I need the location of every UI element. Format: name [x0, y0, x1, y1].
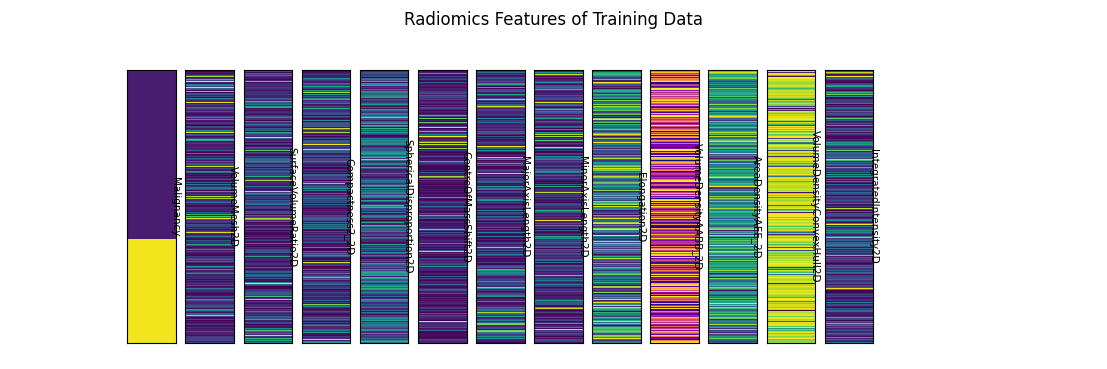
Y-axis label: AreaDensityAEE_2D: AreaDensityAEE_2D	[751, 155, 762, 259]
Y-axis label: VolumeDensityConvexHull2D: VolumeDensityConvexHull2D	[809, 130, 819, 283]
Y-axis label: SurfaceVolumeRatio2D: SurfaceVolumeRatio2D	[287, 146, 297, 267]
Y-axis label: CentreOfMassShift2D: CentreOfMassShift2D	[461, 151, 470, 263]
Y-axis label: IntegratedIntensity2D: IntegratedIntensity2D	[868, 149, 878, 264]
Y-axis label: Malignancy: Malignancy	[170, 177, 180, 236]
Text: Radiomics Features of Training Data: Radiomics Features of Training Data	[404, 11, 703, 29]
Y-axis label: SphericalDisproportion2D: SphericalDisproportion2D	[403, 139, 413, 274]
Y-axis label: VolumeDensityAABB_2D: VolumeDensityAABB_2D	[692, 143, 703, 270]
Y-axis label: MinorAxisLength2D: MinorAxisLength2D	[577, 156, 587, 258]
Y-axis label: MajorAxisLength2D: MajorAxisLength2D	[519, 156, 529, 257]
Y-axis label: Elongation2D: Elongation2D	[635, 172, 645, 242]
Y-axis label: Compactness2_2D: Compactness2_2D	[343, 158, 354, 255]
Y-axis label: VolumeMesh2D: VolumeMesh2D	[228, 166, 238, 247]
